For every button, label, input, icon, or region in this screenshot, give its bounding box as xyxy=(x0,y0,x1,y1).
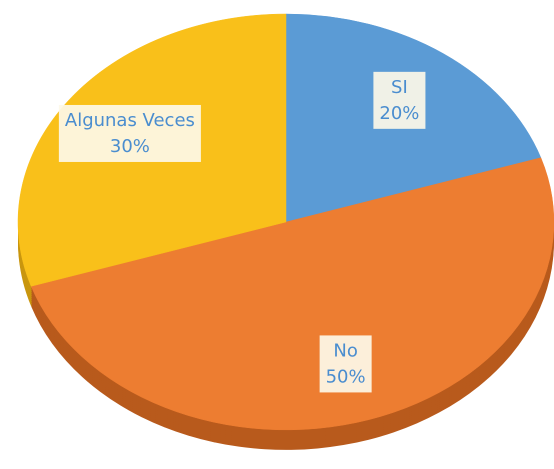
data-label: No 50% xyxy=(319,335,372,393)
data-label-category: SI xyxy=(391,77,408,98)
data-label-value: 50% xyxy=(326,366,366,387)
data-label-box xyxy=(373,71,426,129)
data-label: SI 20% xyxy=(373,71,426,129)
data-label: Algunas Veces 30% xyxy=(58,104,201,162)
data-label-category: Algunas Veces xyxy=(65,110,195,131)
data-label-category: No xyxy=(333,340,357,361)
data-label-box xyxy=(58,104,201,162)
slice xyxy=(30,157,554,431)
data-label-value: 20% xyxy=(379,103,419,124)
data-label-value: 30% xyxy=(110,136,150,157)
data-label-box xyxy=(319,335,372,393)
